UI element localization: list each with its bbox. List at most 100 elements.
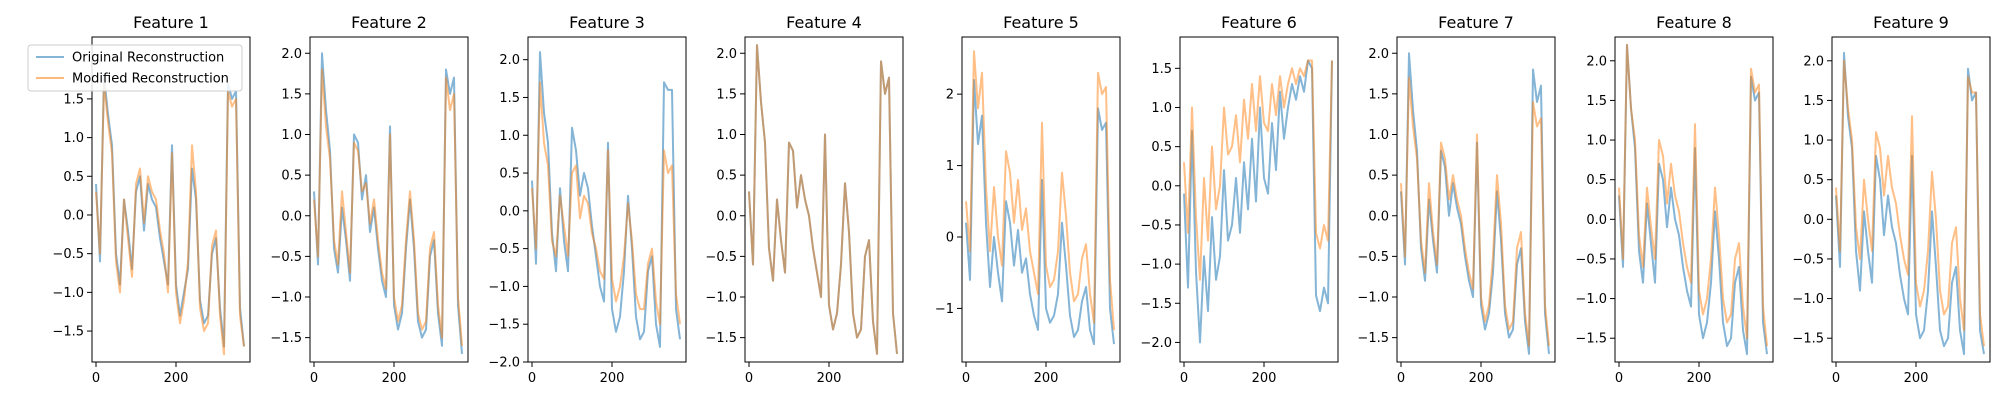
y-tick-label: 1.5 xyxy=(1586,94,1607,109)
y-tick-label: 0.0 xyxy=(1803,213,1824,228)
x-tick-label: 0 xyxy=(1832,371,1840,386)
axes-frame xyxy=(1396,36,1556,363)
x-tick-label: 0 xyxy=(1397,371,1405,386)
y-tick-label: 0.0 xyxy=(1368,209,1389,224)
plot-area xyxy=(965,50,1115,346)
panel-4: Feature 4 −1.5 −1.0 −0.5 0.0 0.5 1.0 1.5 2.0 0 200 xyxy=(705,13,904,386)
x-tick-label: 200 xyxy=(1252,371,1277,386)
y-tick-label: −0.5 xyxy=(1357,250,1389,265)
plot-area xyxy=(1183,59,1333,344)
plot-area xyxy=(313,52,463,354)
panel-7: Feature 7 −1.5 −1.0 −0.5 0.0 0.5 1.0 1.5 2.0 0 200 xyxy=(1357,13,1556,386)
y-tick-label: 1.0 xyxy=(1803,134,1824,149)
y-tick-label: 1.0 xyxy=(281,128,302,143)
y-tick-label: −1.5 xyxy=(1792,332,1824,347)
series-modified-reconstruction-line xyxy=(965,50,1115,330)
y-tick-label: 2.0 xyxy=(1368,47,1389,62)
y-tick-label: −0.5 xyxy=(1575,252,1607,267)
y-tick-label: 0.5 xyxy=(716,169,737,184)
y-tick-label: 1.5 xyxy=(499,91,520,106)
x-tick-label: 0 xyxy=(528,371,536,386)
y-tick-label: 1.5 xyxy=(281,87,302,102)
axes-frame xyxy=(309,36,469,363)
panel-5: Feature 5 −1 0 1 2 0 200 xyxy=(935,13,1121,386)
y-tick-label: 1.5 xyxy=(63,92,84,107)
y-tick-label: 0.5 xyxy=(499,167,520,182)
panel-title: Feature 8 xyxy=(1656,13,1732,32)
x-tick-label: 200 xyxy=(1034,371,1059,386)
plot-area xyxy=(1400,52,1550,355)
y-tick-label: −1.5 xyxy=(270,331,302,346)
series-modified-reconstruction-line xyxy=(1835,59,1985,347)
y-tick-label: 2.0 xyxy=(281,47,302,62)
y-tick-label: 0 xyxy=(946,231,954,246)
y-tick-label: −1.5 xyxy=(1575,332,1607,347)
y-tick-label: 0.5 xyxy=(1803,173,1824,188)
y-tick-label: 0.5 xyxy=(1151,140,1172,155)
y-tick-label: −1.5 xyxy=(488,318,520,333)
panel-title: Feature 3 xyxy=(569,13,645,32)
axes-frame xyxy=(961,36,1121,363)
y-tick-label: −0.5 xyxy=(52,247,84,262)
series-modified-reconstruction-line xyxy=(1183,59,1333,281)
y-tick-label: 2 xyxy=(946,88,954,103)
x-tick-label: 200 xyxy=(1469,371,1494,386)
axes-frame xyxy=(527,36,687,363)
plot-area xyxy=(748,44,898,355)
y-tick-label: −2.0 xyxy=(488,356,520,371)
y-tick-label: 1.5 xyxy=(716,87,737,102)
y-tick-label: 1.0 xyxy=(63,131,84,146)
panel-6: Feature 6 −2.0 −1.5 −1.0 −0.5 0.0 0.5 1.0 1.5 0 20… xyxy=(1140,13,1339,386)
series-original-reconstruction-line xyxy=(965,78,1115,346)
legend-label: Original Reconstruction xyxy=(72,51,224,66)
axes-frame xyxy=(744,36,904,363)
y-tick-label: 2.0 xyxy=(1586,54,1607,69)
y-tick-label: −1 xyxy=(935,302,954,317)
y-tick-label: −1.5 xyxy=(1357,331,1389,346)
y-tick-label: −0.5 xyxy=(1140,218,1172,233)
plot-area xyxy=(1835,51,1985,356)
y-tick-label: 0.5 xyxy=(1368,169,1389,184)
y-tick-label: −2.0 xyxy=(1140,336,1172,351)
y-tick-label: 1.0 xyxy=(499,129,520,144)
plot-area xyxy=(1618,43,1768,356)
panel-8: Feature 8 −1.5 −1.0 −0.5 0.0 0.5 1.0 1.5 2.0 0 200 xyxy=(1575,13,1774,386)
y-tick-label: 0.0 xyxy=(1151,179,1172,194)
y-tick-label: 0.5 xyxy=(63,170,84,185)
y-tick-label: 0.0 xyxy=(63,208,84,223)
y-tick-label: 0.0 xyxy=(716,209,737,224)
legend-box xyxy=(27,44,243,92)
x-tick-label: 0 xyxy=(310,371,318,386)
plot-area xyxy=(531,51,681,348)
y-tick-label: 1.0 xyxy=(1368,128,1389,143)
x-tick-label: 0 xyxy=(1180,371,1188,386)
y-tick-label: 0.0 xyxy=(1586,213,1607,228)
y-tick-label: −1.0 xyxy=(488,280,520,295)
y-tick-label: −1.0 xyxy=(1575,292,1607,307)
panel-3: Feature 3 −2.0 −1.5 −1.0 −0.5 0.0 0.5 1.0 1.5 2.0… xyxy=(488,13,687,386)
panels: Feature 1−1.5−1.0−0.50.00.51.01.50 200Fea… xyxy=(52,13,1991,386)
y-tick-label: −1.5 xyxy=(705,331,737,346)
series-modified-reconstruction-line xyxy=(531,81,681,326)
y-tick-label: 0.0 xyxy=(499,204,520,219)
x-tick-label: 0 xyxy=(745,371,753,386)
y-tick-label: 1 xyxy=(946,159,954,174)
panel-title: Feature 9 xyxy=(1873,13,1949,32)
panel-title: Feature 5 xyxy=(1003,13,1079,32)
y-tick-label: −0.5 xyxy=(705,250,737,265)
plot-area xyxy=(95,74,245,356)
panel-title: Feature 7 xyxy=(1438,13,1514,32)
x-tick-label: 200 xyxy=(164,371,189,386)
axes-frame xyxy=(91,36,251,363)
y-tick-label: 1.0 xyxy=(716,128,737,143)
panel-1: Feature 1 −1.5 −1.0 −0.5 0.0 0.5 1.0 1.5 0 200 xyxy=(52,13,251,386)
x-tick-label: 200 xyxy=(600,371,625,386)
y-tick-label: −1.0 xyxy=(705,291,737,306)
x-tick-label: 200 xyxy=(382,371,407,386)
series-modified-reconstruction-line xyxy=(748,44,898,355)
y-tick-label: −0.5 xyxy=(270,250,302,265)
y-tick-label: 1.5 xyxy=(1803,94,1824,109)
series-modified-reconstruction-line xyxy=(1400,76,1550,347)
y-tick-label: 1.5 xyxy=(1368,87,1389,102)
